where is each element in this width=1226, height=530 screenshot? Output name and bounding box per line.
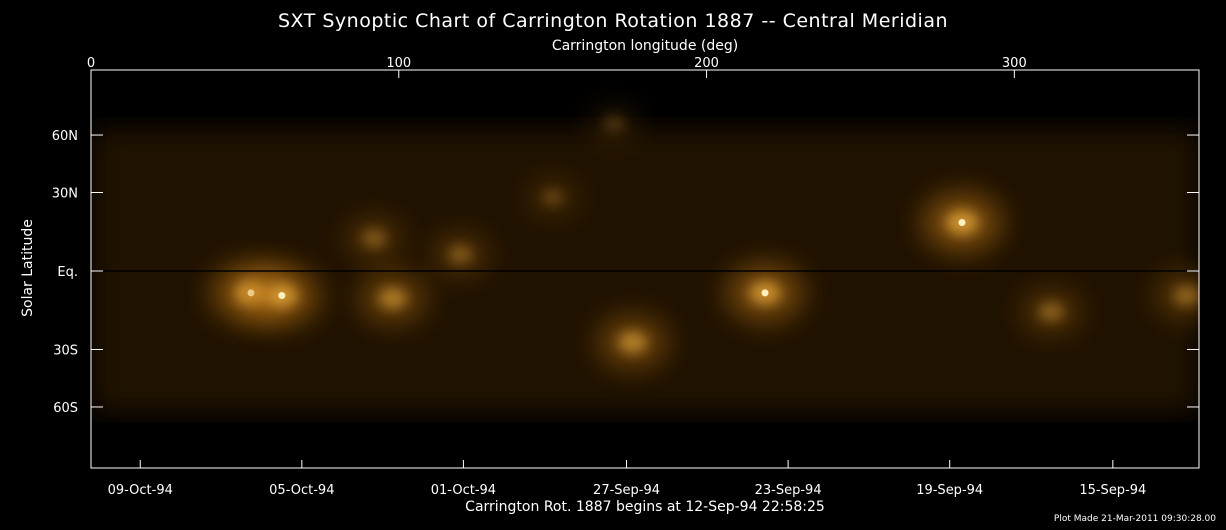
bottom-tick-label: 15-Sep-94 xyxy=(1079,483,1146,498)
active-region-core xyxy=(278,292,286,300)
top-tick-label: 100 xyxy=(386,56,411,71)
plot-frame xyxy=(90,69,1200,469)
active-region-body xyxy=(1038,302,1064,321)
bottom-tick-label: 27-Sep-94 xyxy=(593,483,660,498)
south-polar-cap xyxy=(91,422,1199,468)
bottom-x-axis-label: Carrington Rot. 1887 begins at 12-Sep-94… xyxy=(465,499,825,515)
north-polar-cap xyxy=(91,70,1199,118)
active-region-core xyxy=(761,289,769,297)
chart-title: SXT Synoptic Chart of Carrington Rotatio… xyxy=(277,10,949,32)
active-region-body xyxy=(603,115,625,132)
axis-ticks: 0 100 200 300 09-Oct-94 05-Oct-94 01-Oct-94 27-… xyxy=(52,56,1199,498)
bottom-tick-label: 23-Sep-94 xyxy=(755,483,822,498)
active-region-body xyxy=(618,331,648,354)
top-x-axis-label: Carrington longitude (deg) xyxy=(551,38,739,54)
active-region-body xyxy=(448,245,473,264)
active-region-body xyxy=(541,189,564,206)
active-regions xyxy=(211,104,1199,370)
bottom-tick-label: 05-Oct-94 xyxy=(269,483,334,498)
y-tick-label: 60S xyxy=(53,401,78,416)
top-tick-label: 300 xyxy=(1002,56,1027,71)
active-region-body xyxy=(362,229,387,248)
plot-timestamp-footnote: Plot Made 21-Mar-2011 09:30:28.00 xyxy=(1053,514,1216,524)
top-tick-label: 200 xyxy=(694,56,719,71)
bottom-tick-label: 09-Oct-94 xyxy=(108,483,173,498)
active-region-core xyxy=(958,218,966,226)
y-tick-label: Eq. xyxy=(57,265,78,280)
active-region-body xyxy=(378,287,407,309)
y-tick-label: 30N xyxy=(52,187,78,202)
top-tick-label: 0 xyxy=(87,56,95,71)
bottom-tick-label: 01-Oct-94 xyxy=(431,483,496,498)
y-tick-label: 60N xyxy=(52,129,78,144)
bottom-tick-label: 19-Sep-94 xyxy=(916,483,983,498)
y-tick-label: 30S xyxy=(53,344,78,359)
active-region-body xyxy=(1173,285,1199,306)
